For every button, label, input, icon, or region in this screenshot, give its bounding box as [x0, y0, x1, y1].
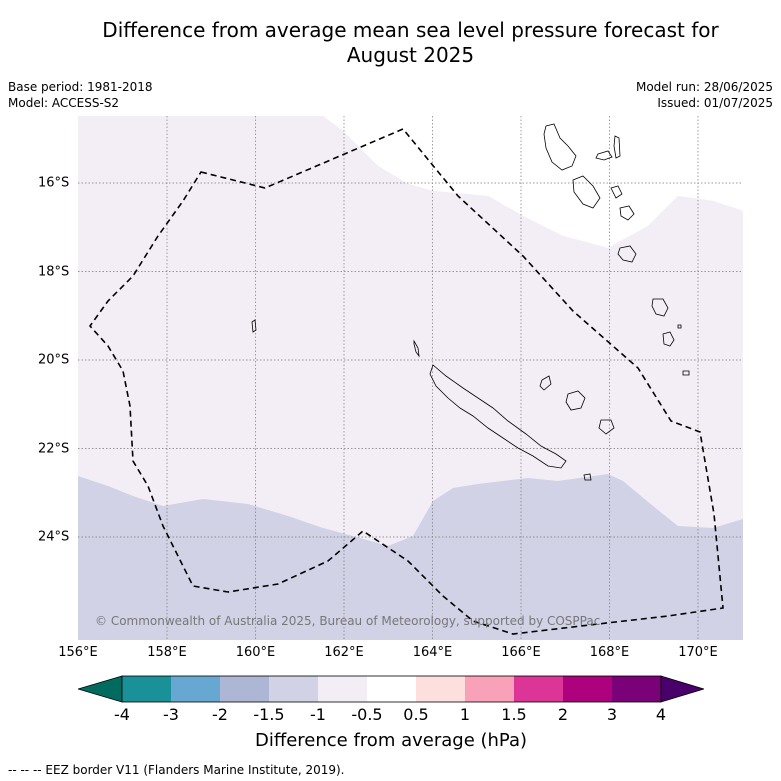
lat-label-16s: 16°S	[38, 175, 70, 191]
lat-label-18s: 18°S	[38, 264, 70, 279]
colorbar-tick-6: -0.5	[351, 705, 383, 724]
colorbar-tick-1: -4	[114, 705, 130, 724]
colorbar-swatch-3	[220, 676, 269, 702]
vanuatu-maewo-pentecost	[613, 135, 621, 159]
colorbar-tick-10: 2	[557, 705, 569, 724]
colorbar-tick-9: 1.5	[501, 705, 527, 724]
colorbar-swatch-2	[171, 676, 220, 702]
forecast-map	[78, 116, 743, 640]
small-island-a	[682, 370, 690, 376]
vanuatu-espiritu-santo	[543, 123, 577, 171]
base-period: Base period: 1981-2018	[8, 80, 153, 94]
colorbar-tick-3: -2	[212, 705, 228, 724]
eez-border	[88, 128, 724, 635]
meta-right: Model run: 28/06/2025 Issued: 01/07/2025	[636, 79, 773, 111]
colorbar-tick-11: 3	[606, 705, 618, 724]
lat-label-22s: 22°S	[38, 441, 70, 456]
new-caledonia-coast	[429, 364, 567, 469]
colorbar-swatch-11	[612, 676, 661, 702]
lat-label-24s: 24°S	[38, 529, 70, 545]
colorbar-swatch-1	[122, 676, 171, 702]
colorbar-tick-12: 4	[655, 705, 667, 724]
vanuatu-malekula	[572, 175, 601, 209]
lat-label-20s: 20°S	[38, 352, 70, 368]
colorbar-swatch-4	[269, 676, 318, 702]
vanuatu-erromango	[617, 245, 637, 263]
colorbar-outline	[121, 675, 662, 703]
lon-label-156e: 156°E	[58, 645, 98, 660]
small-island-b	[677, 324, 682, 329]
model-run: Model run: 28/06/2025	[635, 80, 773, 94]
band-minus0.5-plus0.5	[323, 116, 743, 248]
grande-terre-northwest	[413, 339, 420, 358]
loyalty-island-ouvea	[539, 375, 552, 391]
vanuatu-ambae	[595, 150, 613, 161]
chesterfield-islet	[251, 319, 257, 333]
vanuatu-tanna	[651, 298, 669, 317]
lon-label-164e: 164°E	[412, 645, 453, 660]
colorbar-tick-2: -3	[163, 705, 179, 724]
model-name: Model: ACCESS-S2	[8, 96, 120, 110]
band-minus1-minus0.5	[78, 116, 743, 546]
lon-label-160e: 160°E	[235, 645, 276, 660]
colorbar-swatch-9	[514, 676, 563, 702]
eez-legend-note: -- -- -- EEZ border V11 (Flanders Marine…	[8, 763, 345, 777]
title-line-2: August 2025	[346, 43, 475, 67]
lon-label-158e: 158°E	[147, 645, 187, 660]
colorbar-swatch-7	[416, 676, 465, 702]
colorbar-tick-8: 1	[459, 705, 471, 724]
meta-left: Base period: 1981-2018 Model: ACCESS-S2	[8, 79, 153, 111]
colorbar-label: Difference from average (hPa)	[254, 730, 528, 751]
graticule	[78, 116, 743, 640]
colorbar	[78, 675, 704, 703]
coastlines	[251, 123, 690, 481]
colorbar-swatch-8	[465, 676, 514, 702]
colorbar-swatch-6	[367, 676, 416, 702]
colorbar-swatch-5	[318, 676, 367, 702]
loyalty-island-mare	[598, 419, 615, 435]
lon-label-168e: 168°E	[589, 645, 630, 660]
isle-of-pines	[583, 473, 592, 481]
colorbar-tick-7: 0.5	[403, 705, 429, 724]
vanuatu-epi	[610, 185, 623, 199]
colorbar-tick-4: -1.5	[253, 705, 285, 724]
loyalty-island-lifou	[565, 390, 586, 411]
map-title: Difference from average mean sea level p…	[40, 18, 781, 68]
title-line-1: Difference from average mean sea level p…	[102, 18, 719, 42]
issued-date: Issued: 01/07/2025	[657, 96, 773, 110]
copyright-notice: © Commonwealth of Australia 2025, Bureau…	[95, 614, 601, 628]
colorbar-extend-high	[660, 675, 704, 703]
vanuatu-efate	[619, 205, 635, 221]
lon-label-166e: 166°E	[501, 645, 541, 660]
lon-label-162e: 162°E	[324, 645, 364, 660]
colorbar-extend-low	[78, 675, 123, 703]
vanuatu-aneityum	[662, 331, 675, 347]
colorbar-swatch-10	[563, 676, 612, 702]
colorbar-tick-5: -1	[310, 705, 326, 724]
lon-label-170e: 170°E	[678, 645, 718, 660]
